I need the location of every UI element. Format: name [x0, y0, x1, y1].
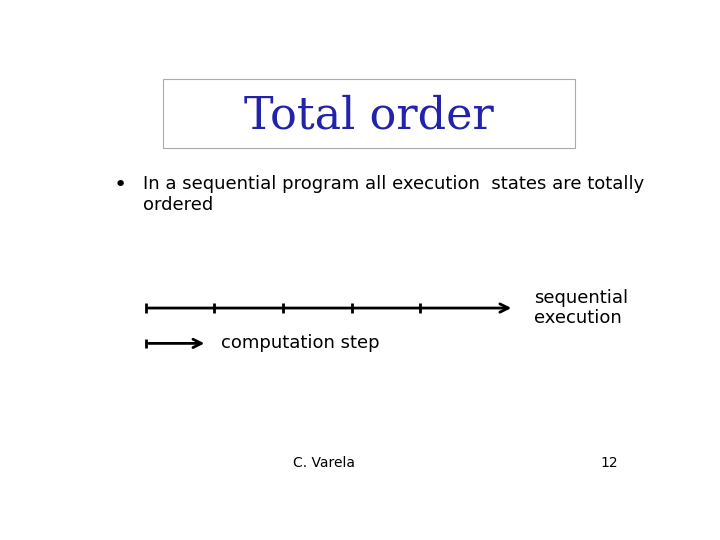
FancyBboxPatch shape [163, 79, 575, 148]
Text: ordered: ordered [143, 196, 213, 214]
Text: C. Varela: C. Varela [293, 456, 356, 470]
Text: In a sequential program all execution  states are totally: In a sequential program all execution st… [143, 175, 644, 193]
Text: computation step: computation step [221, 334, 379, 353]
Text: sequential
execution: sequential execution [534, 289, 628, 327]
Text: 12: 12 [600, 456, 618, 470]
Text: Total order: Total order [244, 94, 494, 138]
Text: •: • [114, 175, 127, 195]
